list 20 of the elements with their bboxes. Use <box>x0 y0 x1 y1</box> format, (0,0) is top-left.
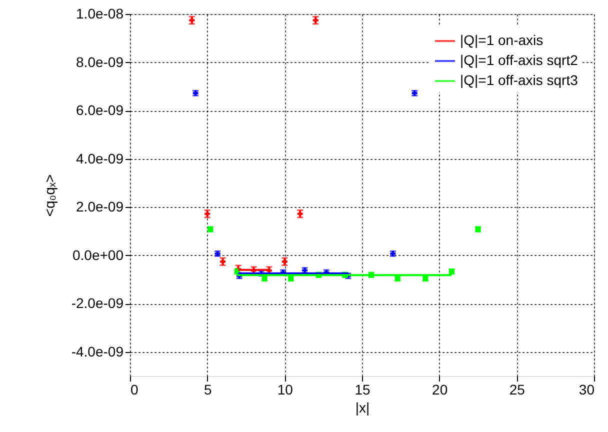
x-tick-label: 5 <box>204 382 212 398</box>
x-tick-label: 25 <box>509 382 526 398</box>
x-tick-label: 15 <box>354 382 370 398</box>
legend-label: |Q|=1 off-axis sqrt2 <box>460 52 578 68</box>
y-axis-title: <q₀qₓ> <box>41 174 58 217</box>
y-tick-label: -4.0e-09 <box>71 343 124 360</box>
x-tick-label: 30 <box>578 382 595 398</box>
x-tick-label: 20 <box>432 382 448 398</box>
x-tick-label: 0 <box>130 382 138 398</box>
x-tick-label: 10 <box>277 382 294 398</box>
legend-label: |Q|=1 on-axis <box>460 32 544 48</box>
x-axis-title: |x| <box>355 400 370 416</box>
y-tick-label: 0.0e+00 <box>72 246 124 263</box>
y-tick-label: 1.0e-08 <box>76 6 124 22</box>
y-tick-label: 2.0e-09 <box>76 198 124 215</box>
legend-label: |Q|=1 off-axis sqrt3 <box>460 72 578 88</box>
y-tick-label: -2.0e-09 <box>71 295 124 312</box>
y-tick-label: 8.0e-09 <box>76 54 124 70</box>
y-tick-label: 6.0e-09 <box>76 102 124 118</box>
y-tick-label: 4.0e-09 <box>76 150 124 166</box>
